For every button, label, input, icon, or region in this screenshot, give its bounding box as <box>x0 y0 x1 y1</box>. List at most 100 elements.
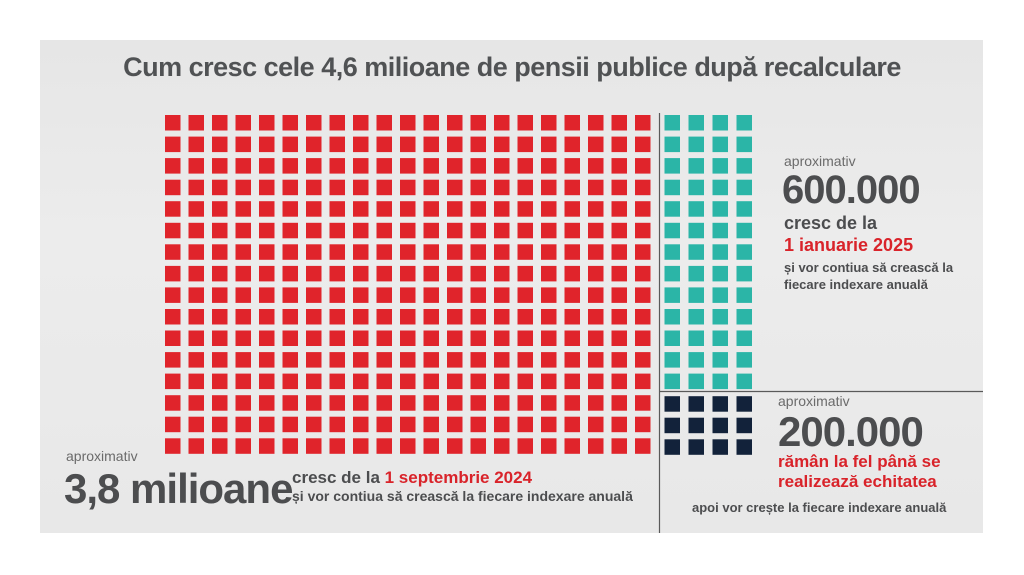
red-square <box>635 136 651 153</box>
red-square <box>611 244 627 260</box>
navy-description-line2: realizează echitatea <box>778 472 937 491</box>
red-square <box>423 222 439 239</box>
red-square <box>212 330 228 346</box>
red-square <box>306 438 322 454</box>
teal-square <box>736 352 752 368</box>
red-square <box>165 115 181 131</box>
red-square <box>611 179 627 196</box>
red-square <box>165 438 181 454</box>
red-square <box>588 438 604 454</box>
red-square <box>165 222 181 239</box>
red-square <box>259 373 275 390</box>
red-square <box>447 158 463 174</box>
navy-value: 200.000 <box>778 408 924 455</box>
red-square <box>494 201 510 217</box>
red-square <box>635 158 651 174</box>
red-square <box>541 330 557 346</box>
red-square <box>165 395 181 411</box>
red-square <box>376 373 392 390</box>
red-square <box>212 352 228 368</box>
red-square <box>306 115 322 131</box>
red-square <box>400 309 416 325</box>
red-square <box>235 265 251 282</box>
red-square <box>282 395 298 411</box>
teal-approx-label: aproximativ <box>784 153 856 169</box>
red-square <box>188 244 204 260</box>
red-square <box>306 352 322 368</box>
red-square <box>447 416 463 433</box>
red-square <box>376 201 392 217</box>
red-square <box>259 330 275 346</box>
red-square <box>541 244 557 260</box>
red-square <box>259 201 275 217</box>
red-square <box>353 373 369 390</box>
teal-square <box>712 222 728 239</box>
teal-square <box>688 115 704 131</box>
red-square <box>400 158 416 174</box>
red-description-line1: cresc de la 1 septembrie 2024 <box>292 468 532 488</box>
red-square <box>635 416 651 433</box>
teal-square <box>664 115 680 131</box>
red-square <box>635 265 651 282</box>
red-square <box>353 201 369 217</box>
red-square <box>423 395 439 411</box>
red-square <box>541 265 557 282</box>
teal-square <box>664 287 680 303</box>
red-square <box>447 201 463 217</box>
red-square <box>611 373 627 390</box>
navy-approx-label: aproximativ <box>778 393 850 409</box>
red-square <box>423 416 439 433</box>
red-square <box>329 179 345 196</box>
red-square <box>329 395 345 411</box>
red-square <box>588 158 604 174</box>
red-square <box>494 287 510 303</box>
red-square <box>423 244 439 260</box>
red-square <box>423 352 439 368</box>
red-square <box>588 373 604 390</box>
red-square <box>564 136 580 153</box>
red-square <box>541 395 557 411</box>
red-square <box>588 330 604 346</box>
teal-square <box>664 158 680 174</box>
red-square <box>470 265 486 282</box>
red-square <box>282 416 298 433</box>
navy-square <box>736 396 752 412</box>
red-square <box>353 330 369 346</box>
red-square <box>235 352 251 368</box>
red-square <box>564 373 580 390</box>
red-square <box>259 352 275 368</box>
red-square <box>447 244 463 260</box>
red-square <box>282 287 298 303</box>
red-square <box>376 309 392 325</box>
red-square <box>423 201 439 217</box>
red-square <box>306 265 322 282</box>
red-square <box>494 136 510 153</box>
red-square <box>329 352 345 368</box>
navy-square <box>688 417 704 434</box>
red-square <box>611 136 627 153</box>
red-square <box>188 222 204 239</box>
teal-square <box>736 115 752 131</box>
red-square <box>329 136 345 153</box>
red-square <box>564 309 580 325</box>
red-square <box>517 395 533 411</box>
red-square <box>400 352 416 368</box>
red-start-date: 1 septembrie 2024 <box>384 468 533 487</box>
red-square <box>329 438 345 454</box>
red-square <box>564 158 580 174</box>
red-square <box>423 373 439 390</box>
red-square <box>447 438 463 454</box>
red-square <box>400 395 416 411</box>
red-square <box>588 244 604 260</box>
teal-square <box>712 179 728 196</box>
red-square <box>470 244 486 260</box>
red-square <box>541 416 557 433</box>
red-square <box>376 438 392 454</box>
red-square <box>635 287 651 303</box>
red-desc-prefix: cresc de la <box>292 468 385 487</box>
red-square <box>376 395 392 411</box>
teal-value: 600.000 <box>782 168 921 212</box>
red-square <box>447 222 463 239</box>
teal-square <box>688 373 704 390</box>
red-square <box>400 222 416 239</box>
